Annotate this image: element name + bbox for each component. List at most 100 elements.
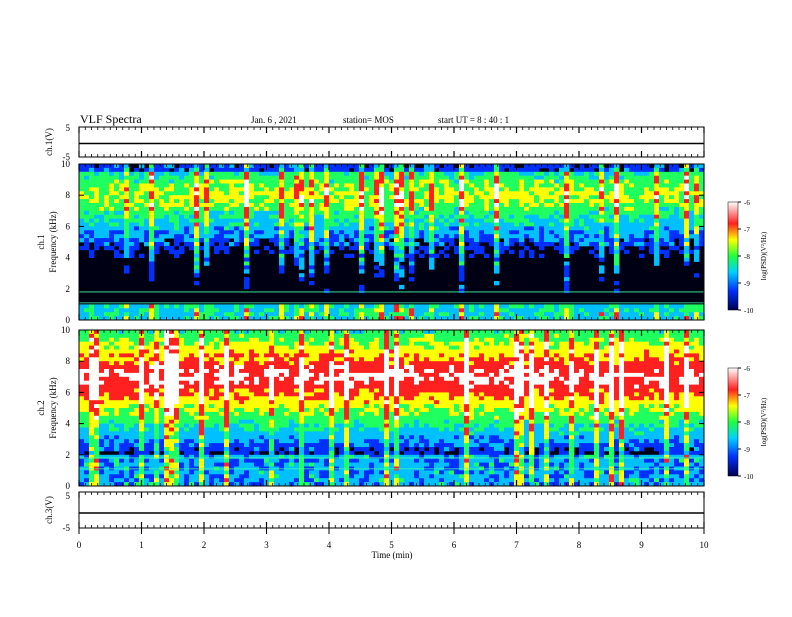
spectrogram-cell [79,459,84,463]
spectrogram-cell [99,203,104,207]
spectrogram-cell [139,338,144,342]
spectrogram-cell [424,172,429,176]
spectrogram-cell [404,207,409,211]
spectrogram-cell [394,258,399,262]
spectrogram-cell [279,223,284,227]
spectrogram-cell [389,219,394,223]
spectrogram-cell [464,230,469,234]
spectrogram-cell [339,211,344,215]
spectrogram-cell [124,381,129,385]
spectrogram-cell [174,373,179,377]
spectrogram-cell [109,164,114,168]
spectrogram-cell [119,431,124,435]
spectrogram-cell [279,207,284,211]
spectrogram-cell [119,474,124,478]
spectrogram-cell [89,447,94,451]
spectrogram-cell [139,420,144,424]
spectrogram-cell [599,269,604,273]
spectrogram-cell [159,404,164,408]
spectrogram-cell [644,219,649,223]
spectrogram-cell [349,246,354,250]
spectrogram-cell [209,385,214,389]
spectrogram-cell [119,330,124,334]
spectrogram-cell [184,361,189,365]
spectrogram-cell [124,443,129,447]
spectrogram-cell [244,223,249,227]
spectrogram-cell [109,420,114,424]
spectrogram-cell [624,219,629,223]
spectrogram-cell [174,361,179,365]
spectrogram-cell [319,195,324,199]
spectrogram-cell [364,226,369,230]
spectrogram-cell [684,258,689,262]
spectrogram-cell [309,312,314,316]
spectrogram-cell [179,203,184,207]
spectrogram-cell [519,203,524,207]
spectrogram-cell [399,285,404,289]
spectrogram-cell [294,219,299,223]
spectrogram-cell [89,176,94,180]
spectrogram-cell [79,168,84,172]
spectrogram-cell [384,230,389,234]
spectrogram-cell [199,353,204,357]
spectrogram-cell [429,234,434,238]
spectrogram-cell [294,199,299,203]
spectrogram-cell [614,203,619,207]
spectrogram-cell [579,184,584,188]
spectrogram-cell [684,180,689,184]
spectrogram-cell [424,187,429,191]
spectrogram-cell [314,223,319,227]
spectrogram-cell [94,361,99,365]
spectrogram-cell [289,168,294,172]
spectrogram-cell [674,226,679,230]
spectrogram-cell [424,246,429,250]
spectrogram-cell [329,242,334,246]
spectrogram-cell [134,400,139,404]
spectrogram-cell [84,385,89,389]
spectrogram-cell [179,226,184,230]
spectrogram-cell [469,234,474,238]
spectrogram-cell [114,447,119,451]
spectrogram-cell [599,230,604,234]
spectrogram-cell [144,308,149,312]
spectrogram-cell [359,164,364,168]
spectrogram-cell [149,408,154,412]
spectrogram-cell [324,250,329,254]
spectrogram-cell [274,207,279,211]
spectrogram-cell [319,207,324,211]
spectrogram-cell [374,242,379,246]
spectrogram-cell [224,392,229,396]
spectrogram-cell [109,191,114,195]
spectrogram-cell [444,203,449,207]
spectrogram-cell [354,230,359,234]
spectrogram-cell [164,246,169,250]
spectrogram-cell [314,250,319,254]
spectrogram-cell [124,357,129,361]
spectrogram-cell [224,396,229,400]
spectrogram-cell [304,184,309,188]
spectrogram-cell [114,250,119,254]
spectrogram-cell [409,265,414,269]
spectrogram-cell [689,234,694,238]
spectrogram-cell [409,195,414,199]
spectrogram-cell [189,234,194,238]
spectrogram-cell [494,176,499,180]
spectrogram-cell [199,443,204,447]
spectrogram-cell [259,408,264,412]
spectrogram-cell [229,474,234,478]
spectrogram-cell [389,199,394,203]
spectrogram-cell [694,273,699,277]
spectrogram-cell [629,215,634,219]
spectrogram-cell [624,184,629,188]
spectrogram-cell [179,215,184,219]
spectrogram-cell [274,396,279,400]
spectrogram-cell [109,459,114,463]
spectrogram-cell [134,199,139,203]
spectrogram-cell [149,172,154,176]
spectrogram-cell [239,443,244,447]
spectrogram-cell [599,254,604,258]
spectrogram-cell [144,431,149,435]
spectrogram-cell [89,254,94,258]
spectrogram-cell [674,172,679,176]
spectrogram-cell [279,312,284,316]
